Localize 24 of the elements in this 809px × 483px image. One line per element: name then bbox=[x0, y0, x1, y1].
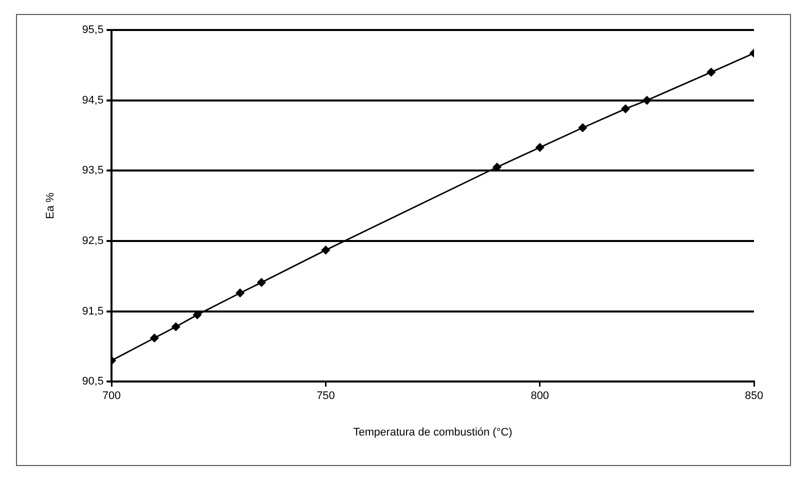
y-tick-label: 93,5 bbox=[82, 164, 104, 177]
point bbox=[492, 162, 502, 172]
y-tick-label: 95,5 bbox=[82, 24, 104, 36]
point bbox=[257, 278, 266, 287]
y-tick-label: 94,5 bbox=[82, 94, 104, 106]
y-tick-label: 90,5 bbox=[82, 376, 104, 388]
point bbox=[321, 246, 330, 254]
x-axis-title: Temperatura de combustión (°C) bbox=[353, 426, 512, 438]
point bbox=[193, 310, 202, 320]
point bbox=[621, 104, 630, 114]
x-tick-label: 850 bbox=[744, 390, 764, 402]
point bbox=[578, 123, 587, 132]
y-tick-label: 91,5 bbox=[82, 305, 104, 318]
point bbox=[236, 288, 244, 298]
x-tick-label: 700 bbox=[102, 390, 121, 402]
point bbox=[642, 96, 652, 105]
point bbox=[706, 68, 716, 76]
y-axis-title: Ea % bbox=[44, 192, 57, 219]
point bbox=[536, 143, 544, 152]
point bbox=[150, 334, 159, 342]
x-tick-label: 750 bbox=[316, 390, 335, 402]
point bbox=[172, 322, 180, 331]
y-tick-label: 92,5 bbox=[82, 234, 104, 247]
x-tick-label: 800 bbox=[530, 390, 550, 402]
